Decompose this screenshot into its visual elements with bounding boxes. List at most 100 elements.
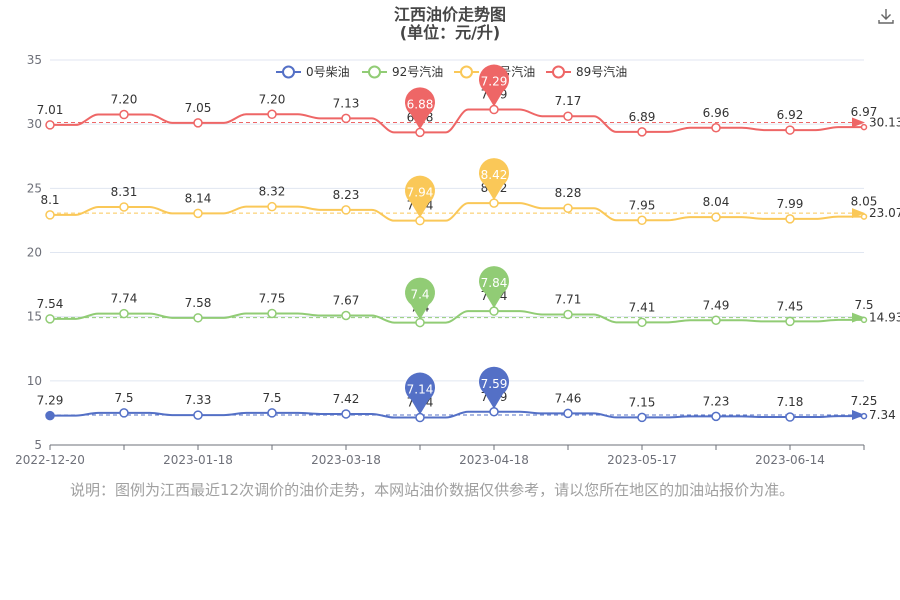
series-line (50, 410, 864, 419)
data-label: 7.5 (854, 298, 873, 312)
data-point[interactable] (415, 127, 425, 138)
pin-shape (479, 366, 510, 409)
data-point[interactable] (860, 123, 868, 131)
data-point[interactable] (637, 127, 647, 137)
pin-value: 7.4 (410, 288, 429, 302)
data-point[interactable] (489, 104, 499, 115)
data-label: 7.01 (37, 103, 64, 117)
data-point[interactable] (45, 210, 55, 220)
x-tick-label: 2023-01-18 (163, 453, 233, 467)
data-label: 7.71 (555, 292, 582, 306)
data-point[interactable] (45, 120, 55, 130)
data-point[interactable] (341, 113, 351, 124)
data-point[interactable] (489, 306, 499, 316)
marker-pin: 7.4 (405, 277, 436, 320)
data-point[interactable] (860, 316, 868, 324)
data-point[interactable] (711, 212, 721, 222)
data-point[interactable] (415, 215, 425, 226)
pin-value: 7.14 (407, 383, 434, 397)
data-point[interactable] (637, 412, 647, 423)
data-point[interactable] (637, 215, 647, 226)
data-label: 7.74 (111, 292, 138, 306)
data-point[interactable] (489, 198, 499, 208)
data-label: 7.99 (777, 197, 804, 211)
data-point[interactable] (785, 214, 795, 224)
data-label: 7.05 (185, 101, 212, 115)
pin-shape (405, 175, 436, 218)
data-label: 8.05 (851, 195, 878, 209)
data-point[interactable] (415, 317, 425, 328)
average-arrow (852, 117, 865, 128)
data-point[interactable] (45, 410, 55, 421)
marker-pin: 7.59 (479, 366, 510, 409)
data-point[interactable] (119, 308, 129, 319)
x-tick-label: 2023-04-18 (459, 453, 529, 467)
data-point[interactable] (341, 310, 351, 321)
data-point[interactable] (119, 109, 129, 120)
pin-value: 7.84 (481, 276, 508, 290)
grid (50, 59, 864, 382)
data-point[interactable] (637, 317, 647, 328)
data-label: 7.45 (777, 299, 804, 313)
data-point[interactable] (563, 408, 573, 419)
data-point[interactable] (193, 313, 203, 323)
legend-item[interactable]: 0号柴油 (276, 65, 350, 79)
x-tick-label: 2023-03-18 (311, 453, 381, 467)
data-label: 7.58 (185, 296, 212, 310)
legend-label: 0号柴油 (306, 65, 350, 79)
data-point[interactable] (193, 118, 203, 128)
data-label: 7.75 (259, 291, 286, 305)
data-point[interactable] (489, 407, 499, 417)
data-point[interactable] (711, 315, 721, 326)
data-label: 7.23 (703, 394, 730, 408)
data-point[interactable] (860, 213, 868, 220)
series-3: 30.137.017.207.057.207.136.887.297.176.8… (37, 88, 900, 138)
data-point[interactable] (45, 314, 55, 324)
data-label: 7.95 (629, 198, 656, 212)
series-2: 23.078.18.318.148.328.237.948.428.287.95… (40, 181, 900, 226)
axes: 5 10 15 20 25 30 35 2022-12-20 2023-01-18 2023-03… (15, 53, 865, 467)
data-label: 8.31 (111, 185, 138, 199)
data-point[interactable] (785, 125, 795, 135)
legend-label: 92号汽油 (392, 64, 443, 79)
download-icon[interactable] (876, 6, 896, 26)
marker-pin: 7.94 (405, 175, 436, 218)
pin-value: 7.29 (481, 75, 508, 89)
data-point[interactable] (785, 316, 795, 327)
data-point[interactable] (563, 111, 573, 121)
data-point[interactable] (860, 412, 868, 420)
data-point[interactable] (267, 408, 277, 418)
data-point[interactable] (119, 202, 129, 212)
data-point[interactable] (193, 410, 203, 420)
data-point[interactable] (267, 308, 277, 319)
data-point[interactable] (711, 123, 721, 133)
data-label: 8.28 (555, 186, 582, 200)
footnote: 说明：图例为江西最近12次调价的油价走势，本网站油价数据仅供参考，请以您所在地区… (70, 481, 795, 499)
data-point[interactable] (785, 412, 795, 422)
data-point[interactable] (267, 109, 277, 120)
average-label: 14.93 (869, 311, 900, 325)
data-label: 7.46 (555, 391, 582, 405)
y-tick-label: 15 (27, 310, 42, 324)
data-label: 7.18 (777, 395, 804, 409)
legend-item[interactable]: 89号汽油 (546, 64, 627, 79)
data-point[interactable] (711, 411, 721, 422)
data-point[interactable] (415, 412, 425, 423)
legend: 0号柴油 92号汽油 95号汽油 89号汽油 (276, 64, 627, 79)
series-layer: 7.34 7.29 7.5 7.33 7.5 7.42 7.14 7.59 7.46 7.15 7.… (37, 88, 900, 423)
data-point[interactable] (341, 409, 351, 419)
data-point[interactable] (193, 208, 203, 219)
data-label: 7.41 (629, 300, 656, 314)
legend-item[interactable]: 92号汽油 (362, 64, 443, 79)
data-label: 7.54 (37, 297, 64, 311)
data-point[interactable] (267, 201, 277, 212)
data-point[interactable] (563, 309, 573, 320)
pin-shape (405, 277, 436, 320)
legend-marker (552, 65, 565, 79)
data-point[interactable] (341, 205, 351, 215)
average-arrow (852, 409, 865, 420)
data-point[interactable] (119, 408, 129, 418)
series-0: 7.347.297.57.337.57.427.147.597.467.157.… (37, 390, 896, 423)
chart-subtitle: (单位：元/升) (400, 23, 500, 42)
data-point[interactable] (563, 203, 573, 213)
